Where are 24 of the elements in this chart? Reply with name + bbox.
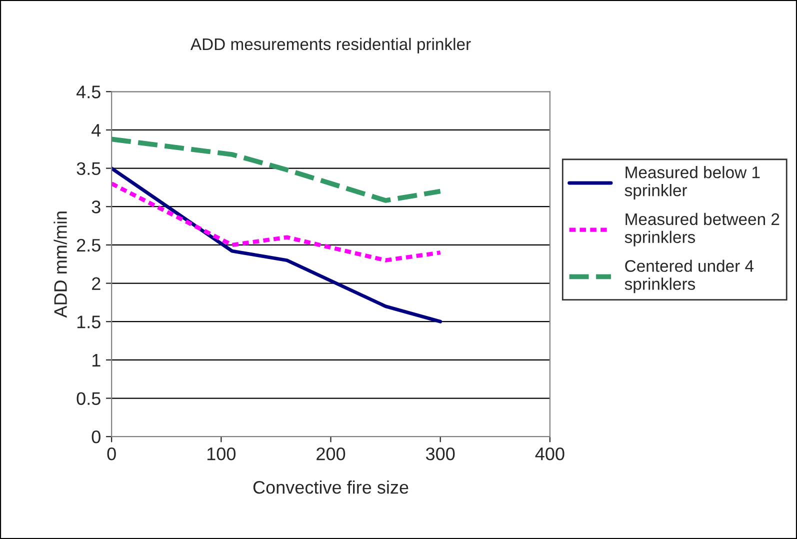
y-tick-label: 1 [92, 354, 100, 366]
line-series [112, 182, 442, 262]
x-tick-label: 400 [535, 447, 564, 460]
y-tick-label: 0 [92, 430, 100, 444]
x-tick-label: 100 [207, 447, 236, 460]
y-tick-label: 4.5 [76, 86, 100, 98]
y-tick-label: 4 [92, 124, 101, 136]
x-tick-label: 0 [107, 447, 116, 460]
y-tick-label: 2 [92, 277, 100, 290]
legend-label: Measured below 1 sprinkler [624, 166, 760, 200]
x-tick-label: 200 [316, 447, 346, 460]
x-axis-title: Convective fire size [253, 480, 408, 494]
y-tick-label: 3.5 [76, 162, 100, 176]
y-tick-label: 1.5 [77, 316, 100, 328]
x-tick-label: 300 [426, 447, 455, 460]
line-series [112, 136, 443, 203]
chart-title: ADD mesurements residential prinkler [190, 38, 471, 54]
legend-label: Measured between 2 sprinklers [624, 212, 780, 246]
y-tick-label: 3 [92, 200, 100, 214]
y-axis-title: ADD mm/min [54, 212, 67, 318]
legend-label: Centered under 4 sprinklers [624, 260, 754, 294]
line-series [112, 166, 442, 324]
y-tick-label: 2.5 [76, 238, 100, 252]
y-tick-label: 0.5 [76, 392, 100, 405]
